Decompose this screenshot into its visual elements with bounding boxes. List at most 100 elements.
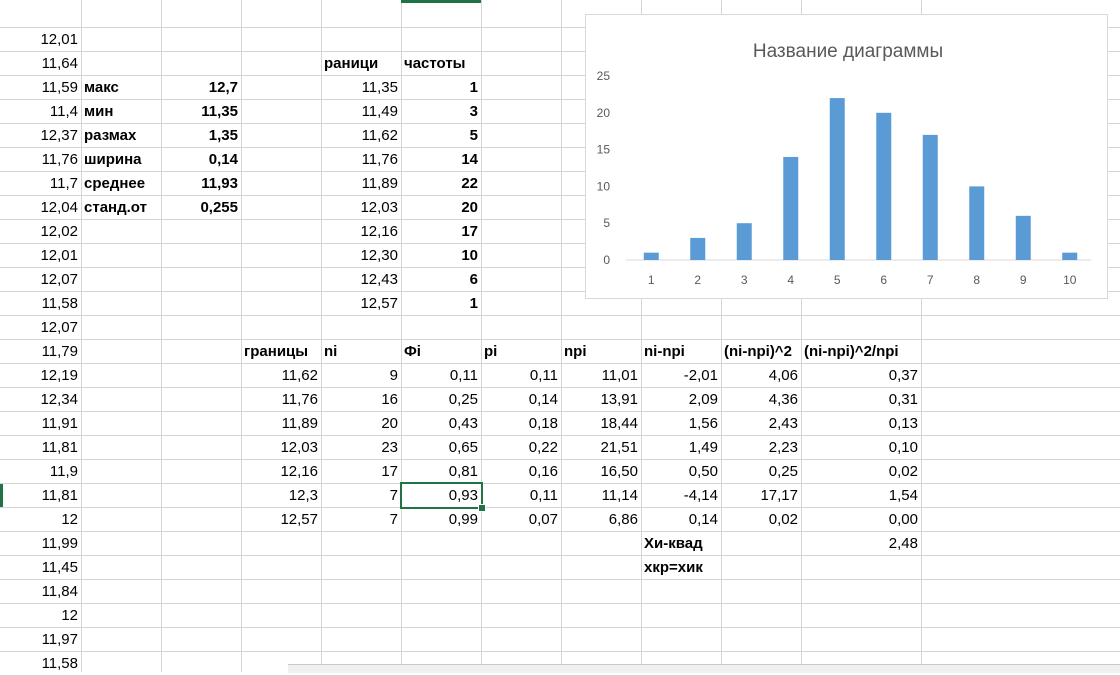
cell-chi-value[interactable]: 4,06 bbox=[768, 367, 798, 384]
cell-chi-value[interactable]: 2,09 bbox=[688, 391, 718, 408]
cell-chi-value[interactable]: 0,14 bbox=[688, 511, 718, 528]
cell-chi-value[interactable]: -4,14 bbox=[683, 487, 718, 504]
cell-sample-value[interactable]: 12 bbox=[61, 607, 78, 624]
active-cell-selection[interactable] bbox=[400, 482, 483, 509]
cell-count[interactable]: 1 bbox=[469, 79, 478, 96]
cell-sample-value[interactable]: 12,07 bbox=[40, 271, 78, 288]
cell-chi-value[interactable]: 0,10 bbox=[888, 439, 918, 456]
cell-sample-value[interactable]: 12,04 bbox=[40, 199, 78, 216]
cell-chi-value[interactable]: 11,76 bbox=[281, 391, 318, 408]
cell-freq-header[interactable]: частоты bbox=[404, 55, 466, 72]
cell-chi-value[interactable]: 9 bbox=[389, 367, 398, 384]
cell-stat-label[interactable]: мин bbox=[84, 103, 114, 120]
cell-chi-value[interactable]: 1,54 bbox=[888, 487, 918, 504]
chart-bar[interactable] bbox=[1062, 252, 1078, 260]
cell-count[interactable]: 3 bbox=[469, 103, 478, 120]
cell-stat-value[interactable]: 11,35 bbox=[201, 103, 238, 120]
cell-stat-label[interactable]: ширина bbox=[84, 151, 142, 168]
cell-chi-value[interactable]: 0,25 bbox=[768, 463, 798, 480]
cell-chi-value[interactable]: -2,01 bbox=[683, 367, 718, 384]
cell-chi-value[interactable]: 0,02 bbox=[768, 511, 798, 528]
cell-sample-value[interactable]: 12,02 bbox=[40, 223, 78, 240]
chart-bar[interactable] bbox=[829, 98, 845, 260]
cell-stat-label[interactable]: макс bbox=[84, 79, 119, 96]
cell-sample-value[interactable]: 11,79 bbox=[41, 343, 78, 360]
cell-count[interactable]: 10 bbox=[461, 247, 478, 264]
cell-chi-value[interactable]: 0,14 bbox=[528, 391, 558, 408]
cell-chi-value[interactable]: 0,00 bbox=[888, 511, 918, 528]
cell-chi-value[interactable]: 4,36 bbox=[768, 391, 798, 408]
cell-chi-result[interactable]: 2,48 bbox=[888, 535, 918, 552]
cell-chi-value[interactable]: 23 bbox=[381, 439, 398, 456]
cell-sample-value[interactable]: 11,76 bbox=[41, 151, 78, 168]
cell-chi-value[interactable]: 0,11 bbox=[529, 367, 558, 384]
cell-chi-value[interactable]: 1,49 bbox=[688, 439, 718, 456]
chart[interactable]: Название диаграммы 0 5 10 15 20 25 1 2 3 4 5 6 7 8 9 10 bbox=[585, 14, 1108, 299]
cell-chi-header[interactable]: (ni-npi)^2 bbox=[724, 343, 792, 360]
chart-bar[interactable] bbox=[969, 186, 985, 260]
cell-chi-value[interactable]: 11,62 bbox=[281, 367, 318, 384]
cell-bound[interactable]: 12,03 bbox=[360, 199, 398, 216]
cell-crit-label[interactable]: хкр=хик bbox=[644, 559, 703, 576]
cell-chi-value[interactable]: 13,91 bbox=[600, 391, 638, 408]
chart-bar[interactable] bbox=[1015, 215, 1031, 260]
cell-stat-label[interactable]: станд.от bbox=[84, 199, 147, 216]
cell-chi-header[interactable]: pi bbox=[484, 343, 498, 360]
cell-chi-value[interactable]: 0,25 bbox=[448, 391, 478, 408]
cell-sample-value[interactable]: 12,01 bbox=[40, 31, 78, 48]
cell-sample-value[interactable]: 12 bbox=[61, 511, 78, 528]
cell-chi-value[interactable]: 0,65 bbox=[448, 439, 478, 456]
cell-chi-value[interactable]: 0,43 bbox=[448, 415, 478, 432]
cell-chi-value[interactable]: 0,07 bbox=[528, 511, 558, 528]
cell-count[interactable]: 1 bbox=[469, 295, 478, 312]
cell-chi-value[interactable]: 0,93 bbox=[448, 487, 478, 504]
cell-chi-value[interactable]: 0,02 bbox=[888, 463, 918, 480]
chart-bar[interactable] bbox=[643, 252, 659, 260]
cell-chi-value[interactable]: 11,89 bbox=[281, 415, 318, 432]
cell-bound[interactable]: 11,89 bbox=[361, 175, 398, 192]
cell-sample-value[interactable]: 11,4 bbox=[49, 103, 78, 120]
cell-sample-value[interactable]: 11,58 bbox=[41, 655, 78, 672]
cell-chi-value[interactable]: 0,11 bbox=[449, 367, 478, 384]
cell-chi-value[interactable]: 18,44 bbox=[600, 415, 638, 432]
cell-chi-value[interactable]: 1,56 bbox=[688, 415, 718, 432]
cell-sample-value[interactable]: 11,81 bbox=[41, 439, 78, 456]
cell-sample-value[interactable]: 12,01 bbox=[40, 247, 78, 264]
cell-chi-value[interactable]: 21,51 bbox=[600, 439, 638, 456]
cell-sample-value[interactable]: 11,7 bbox=[49, 175, 78, 192]
cell-sample-value[interactable]: 11,45 bbox=[41, 559, 78, 576]
cell-chi-value[interactable]: 0,11 bbox=[529, 487, 558, 504]
cell-chi-value[interactable]: 7 bbox=[389, 487, 398, 504]
cell-bound[interactable]: 11,49 bbox=[361, 103, 398, 120]
cell-chi-header[interactable]: (ni-npi)^2/npi bbox=[804, 343, 899, 360]
cell-chi-value[interactable]: 12,16 bbox=[280, 463, 318, 480]
cell-chi-value[interactable]: 0,31 bbox=[888, 391, 918, 408]
cell-sample-value[interactable]: 11,58 bbox=[41, 295, 78, 312]
chart-bar[interactable] bbox=[690, 237, 706, 260]
cell-chi-value[interactable]: 7 bbox=[389, 511, 398, 528]
cell-sample-value[interactable]: 12,34 bbox=[40, 391, 78, 408]
cell-chi-value[interactable]: 0,50 bbox=[688, 463, 718, 480]
cell-chi-header[interactable]: ni-npi bbox=[644, 343, 685, 360]
cell-chi-value[interactable]: 16 bbox=[381, 391, 398, 408]
chart-bar[interactable] bbox=[876, 112, 892, 260]
cell-stat-value[interactable]: 11,93 bbox=[201, 175, 238, 192]
cell-chi-header[interactable]: ni bbox=[324, 343, 338, 360]
cell-sample-value[interactable]: 11,64 bbox=[41, 55, 78, 72]
chart-bar[interactable] bbox=[736, 223, 752, 260]
cell-chi-value[interactable]: 12,3 bbox=[288, 487, 318, 504]
cell-stat-value[interactable]: 1,35 bbox=[208, 127, 238, 144]
cell-chi-value[interactable]: 0,81 bbox=[448, 463, 478, 480]
cell-bound[interactable]: 12,57 bbox=[360, 295, 398, 312]
cell-freq-header[interactable]: раници bbox=[324, 55, 379, 72]
cell-bound[interactable]: 11,76 bbox=[361, 151, 398, 168]
cell-chi-header[interactable]: границы bbox=[244, 343, 309, 360]
cell-chi-value[interactable]: 12,57 bbox=[280, 511, 318, 528]
cell-chi-value[interactable]: 11,01 bbox=[601, 367, 638, 384]
cell-chi-value[interactable]: 2,43 bbox=[768, 415, 798, 432]
cell-count[interactable]: 20 bbox=[461, 199, 478, 216]
cell-chi-value[interactable]: 0,22 bbox=[528, 439, 558, 456]
cell-count[interactable]: 22 bbox=[461, 175, 478, 192]
cell-sample-value[interactable]: 11,9 bbox=[49, 463, 78, 480]
